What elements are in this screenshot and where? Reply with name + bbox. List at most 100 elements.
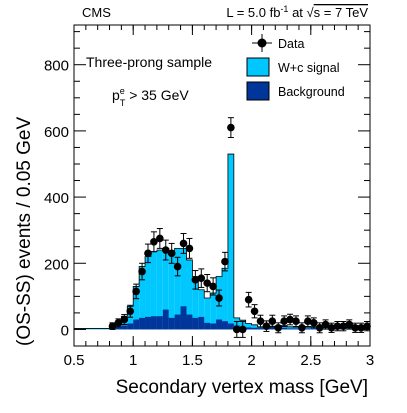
data-point (138, 267, 146, 276)
data-point (321, 320, 330, 329)
signal-bar (281, 325, 288, 330)
background-bar (245, 327, 252, 330)
x-tick-label: 1.5 (182, 352, 203, 369)
data-point (120, 315, 129, 324)
y-tick-label: 400 (44, 190, 69, 207)
data-point (238, 325, 247, 334)
data-point (298, 323, 306, 332)
signal-bar (198, 289, 205, 330)
data-point (286, 315, 294, 324)
signal-bar (97, 328, 104, 330)
signal-bar (150, 251, 157, 330)
signal-bar (103, 328, 110, 330)
legend-background-swatch (246, 81, 270, 101)
data-point (173, 262, 182, 271)
background-bar (162, 309, 169, 330)
data-point (363, 322, 371, 330)
background-bar (180, 306, 187, 330)
lumi-label: L = 5.0 fb-1 at √s = 7 TeV (226, 4, 368, 20)
data-points (108, 117, 371, 338)
signal-bar (304, 327, 311, 330)
signal-bar (174, 248, 181, 330)
x-tick-label: 3 (366, 352, 374, 369)
background-bar (174, 314, 181, 330)
background-bar (227, 323, 234, 330)
background-bar (186, 314, 193, 330)
data-point (292, 317, 300, 325)
data-point (333, 322, 342, 330)
data-point (215, 294, 223, 302)
legend-data-label: Data (278, 37, 304, 51)
data-point (339, 322, 348, 330)
data-point (256, 317, 265, 325)
background-bar (204, 322, 211, 330)
data-point (144, 249, 152, 258)
signal-bar (293, 327, 299, 330)
signal-bar (222, 268, 228, 330)
background-bar (269, 327, 276, 330)
background-bar (192, 317, 199, 330)
axes: 0.5 1 1.5 2 2.5 3 0 200 400 600 800 (44, 24, 374, 369)
y-tick-label: 800 (44, 58, 69, 75)
data-point (309, 319, 318, 327)
y-tick-label: 200 (44, 256, 69, 273)
signal-bar (139, 266, 146, 330)
signal-bar (245, 323, 252, 330)
data-point (150, 237, 158, 246)
signal-bar (91, 328, 98, 330)
data-point (203, 279, 211, 287)
background-bar (133, 319, 140, 330)
signal-bar (133, 286, 140, 330)
legend-signal-swatch (246, 57, 270, 77)
legend-background-label: Background (278, 85, 345, 99)
data-point (268, 317, 277, 325)
data-point (274, 323, 283, 332)
signal-bar (145, 256, 151, 330)
signal-bar (162, 248, 169, 330)
data-point (351, 323, 360, 332)
data-point (315, 323, 324, 332)
data-point (126, 307, 135, 316)
legend-signal-label: W+c signal (278, 61, 339, 75)
legend-data-marker (257, 38, 267, 48)
background-bar (139, 317, 146, 330)
data-point (209, 282, 217, 291)
background-bar (121, 325, 128, 330)
data-point (221, 257, 229, 266)
signal-bar (227, 154, 234, 330)
background-bar (287, 328, 294, 330)
y-axis-label: (OS-SS) events / 0.05 GeV (14, 117, 35, 346)
x-tick-label: 2.5 (300, 352, 321, 369)
data-point (161, 246, 170, 254)
data-point (114, 319, 123, 327)
background-bar (310, 328, 317, 330)
data-point (108, 322, 117, 330)
y-tick-label: 0 (61, 322, 69, 339)
background-bar (145, 316, 151, 330)
background-bar (115, 326, 122, 330)
data-point (179, 239, 188, 248)
plot-frame (73, 24, 371, 347)
background-bar (251, 327, 258, 330)
signal-bar (192, 276, 199, 330)
signal-bar (287, 326, 294, 330)
background-bar (257, 328, 264, 330)
legend: Data W+c signal Background (246, 34, 345, 101)
background-bar (198, 316, 205, 330)
data-point (197, 274, 206, 282)
background-bar (127, 323, 134, 330)
data-point (327, 323, 336, 332)
background-bar (281, 327, 288, 330)
background-bar (168, 317, 175, 330)
data-point (167, 249, 176, 258)
signal-bar (269, 326, 276, 330)
signal-bar (251, 324, 258, 330)
data-point (227, 123, 235, 132)
data-point (244, 295, 253, 304)
background-bar (216, 319, 222, 330)
background-bar (156, 316, 163, 330)
data-point (191, 276, 200, 284)
cms-label: CMS (82, 5, 111, 20)
background-bar (293, 328, 299, 330)
